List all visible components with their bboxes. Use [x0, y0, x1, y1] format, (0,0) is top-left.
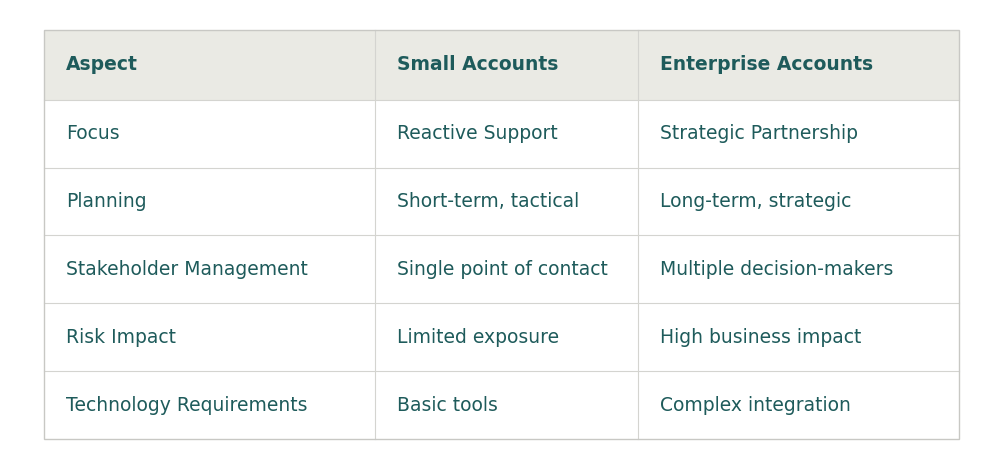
Bar: [44, 167, 958, 235]
Text: Risk Impact: Risk Impact: [66, 328, 175, 347]
Bar: [44, 100, 958, 167]
Bar: [44, 235, 958, 303]
Bar: [44, 30, 958, 100]
Text: Stakeholder Management: Stakeholder Management: [66, 260, 308, 279]
Text: Short-term, tactical: Short-term, tactical: [397, 192, 578, 211]
Text: Enterprise Accounts: Enterprise Accounts: [659, 55, 872, 75]
Bar: [44, 30, 958, 439]
Text: Planning: Planning: [66, 192, 146, 211]
Text: Small Accounts: Small Accounts: [397, 55, 558, 75]
Text: Reactive Support: Reactive Support: [397, 124, 557, 143]
Text: Basic tools: Basic tools: [397, 395, 497, 415]
Text: High business impact: High business impact: [659, 328, 861, 347]
Text: Limited exposure: Limited exposure: [397, 328, 558, 347]
Text: Strategic Partnership: Strategic Partnership: [659, 124, 857, 143]
Bar: [44, 303, 958, 371]
Text: Focus: Focus: [66, 124, 119, 143]
Text: Aspect: Aspect: [66, 55, 137, 75]
Text: Technology Requirements: Technology Requirements: [66, 395, 308, 415]
Text: Single point of contact: Single point of contact: [397, 260, 607, 279]
Text: Complex integration: Complex integration: [659, 395, 850, 415]
Text: Multiple decision-makers: Multiple decision-makers: [659, 260, 892, 279]
Bar: [44, 371, 958, 439]
Text: Long-term, strategic: Long-term, strategic: [659, 192, 851, 211]
